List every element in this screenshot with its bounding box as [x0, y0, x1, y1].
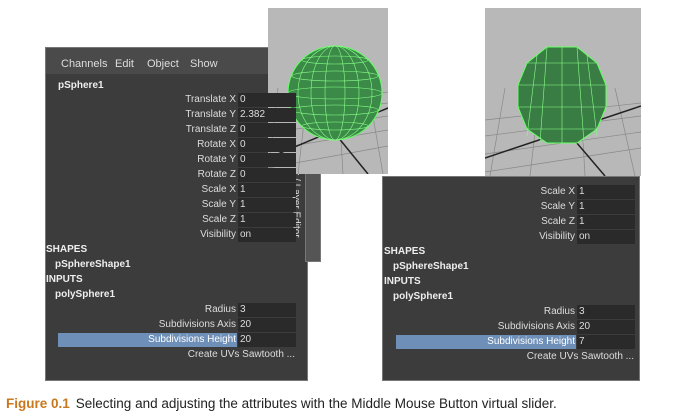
attribute-value[interactable]: 20: [238, 333, 296, 347]
attribute-label[interactable]: Subdivisions Axis: [497, 321, 575, 332]
attribute-value[interactable]: 3: [238, 303, 296, 317]
attribute-label[interactable]: Scale X: [540, 186, 575, 197]
object-name: pSphere1: [58, 80, 104, 91]
attribute-value[interactable]: 0: [238, 153, 296, 167]
shape-name: pSphereShape1: [393, 261, 469, 272]
attribute-label[interactable]: Scale X: [201, 184, 236, 195]
section-header: SHAPES: [46, 244, 88, 255]
viewport-faceted: [485, 8, 641, 176]
attribute-label[interactable]: Radius: [543, 306, 575, 317]
attribute-label[interactable]: Visibility: [539, 231, 575, 242]
menu-bar: [46, 48, 307, 74]
caption-text: Selecting and adjusting the attributes w…: [75, 396, 557, 411]
attribute-label[interactable]: Scale Y: [540, 201, 575, 212]
attribute-label[interactable]: Subdivisions Height: [396, 335, 576, 349]
section-header: INPUTS: [384, 276, 421, 287]
attribute-value[interactable]: 0: [238, 123, 296, 137]
attribute-label[interactable]: Scale Y: [201, 199, 236, 210]
attribute-value[interactable]: 1: [238, 183, 296, 197]
attribute-label[interactable]: Scale Z: [541, 216, 575, 227]
menu-item: Channels: [61, 58, 108, 70]
attribute-label[interactable]: Subdivisions Axis: [158, 319, 236, 330]
attribute-value[interactable]: 20: [577, 320, 635, 334]
section-header: INPUTS: [46, 274, 83, 285]
caption-label: Figure 0.1: [6, 396, 70, 411]
attribute-value[interactable]: 7: [577, 335, 635, 349]
attribute-value[interactable]: 0: [238, 168, 296, 182]
shape-name: pSphereShape1: [55, 259, 131, 270]
create-uvs: Create UVs Sawtooth ...: [187, 349, 295, 360]
section-header: SHAPES: [384, 246, 426, 257]
attribute-value[interactable]: on: [577, 230, 635, 244]
attribute-label[interactable]: Rotate Y: [197, 154, 236, 165]
create-uvs: Create UVs Sawtooth ...: [526, 351, 634, 362]
attribute-value[interactable]: 0: [238, 93, 296, 107]
input-name: polySphere1: [393, 291, 454, 302]
attribute-label[interactable]: Radius: [204, 304, 236, 315]
attribute-label[interactable]: Translate X: [185, 94, 236, 105]
menu-item: Edit: [115, 58, 134, 70]
input-name: polySphere1: [55, 289, 116, 300]
attribute-value[interactable]: 3: [577, 305, 635, 319]
attribute-value[interactable]: on: [238, 228, 296, 242]
attribute-value[interactable]: 1: [238, 198, 296, 212]
attribute-label[interactable]: Scale Z: [202, 214, 236, 225]
attribute-label[interactable]: Subdivisions Height: [58, 333, 237, 347]
attribute-label[interactable]: Translate Z: [185, 124, 236, 135]
menu-item: Object: [147, 58, 179, 70]
caption: Figure 0.1 Selecting and adjusting the at…: [6, 396, 557, 411]
attribute-value[interactable]: 1: [577, 215, 635, 229]
attribute-label[interactable]: Visibility: [200, 229, 236, 240]
attribute-label[interactable]: Rotate Z: [197, 169, 236, 180]
attribute-value[interactable]: 1: [577, 185, 635, 199]
attribute-value[interactable]: 0: [238, 138, 296, 152]
menu-item: Show: [190, 58, 218, 70]
attribute-label[interactable]: Rotate X: [197, 139, 236, 150]
attribute-value[interactable]: 20: [238, 318, 296, 332]
attribute-value[interactable]: 1: [577, 200, 635, 214]
attribute-value[interactable]: 1: [238, 213, 296, 227]
attribute-value[interactable]: 2.382: [238, 108, 296, 122]
attribute-label[interactable]: Translate Y: [185, 109, 236, 120]
